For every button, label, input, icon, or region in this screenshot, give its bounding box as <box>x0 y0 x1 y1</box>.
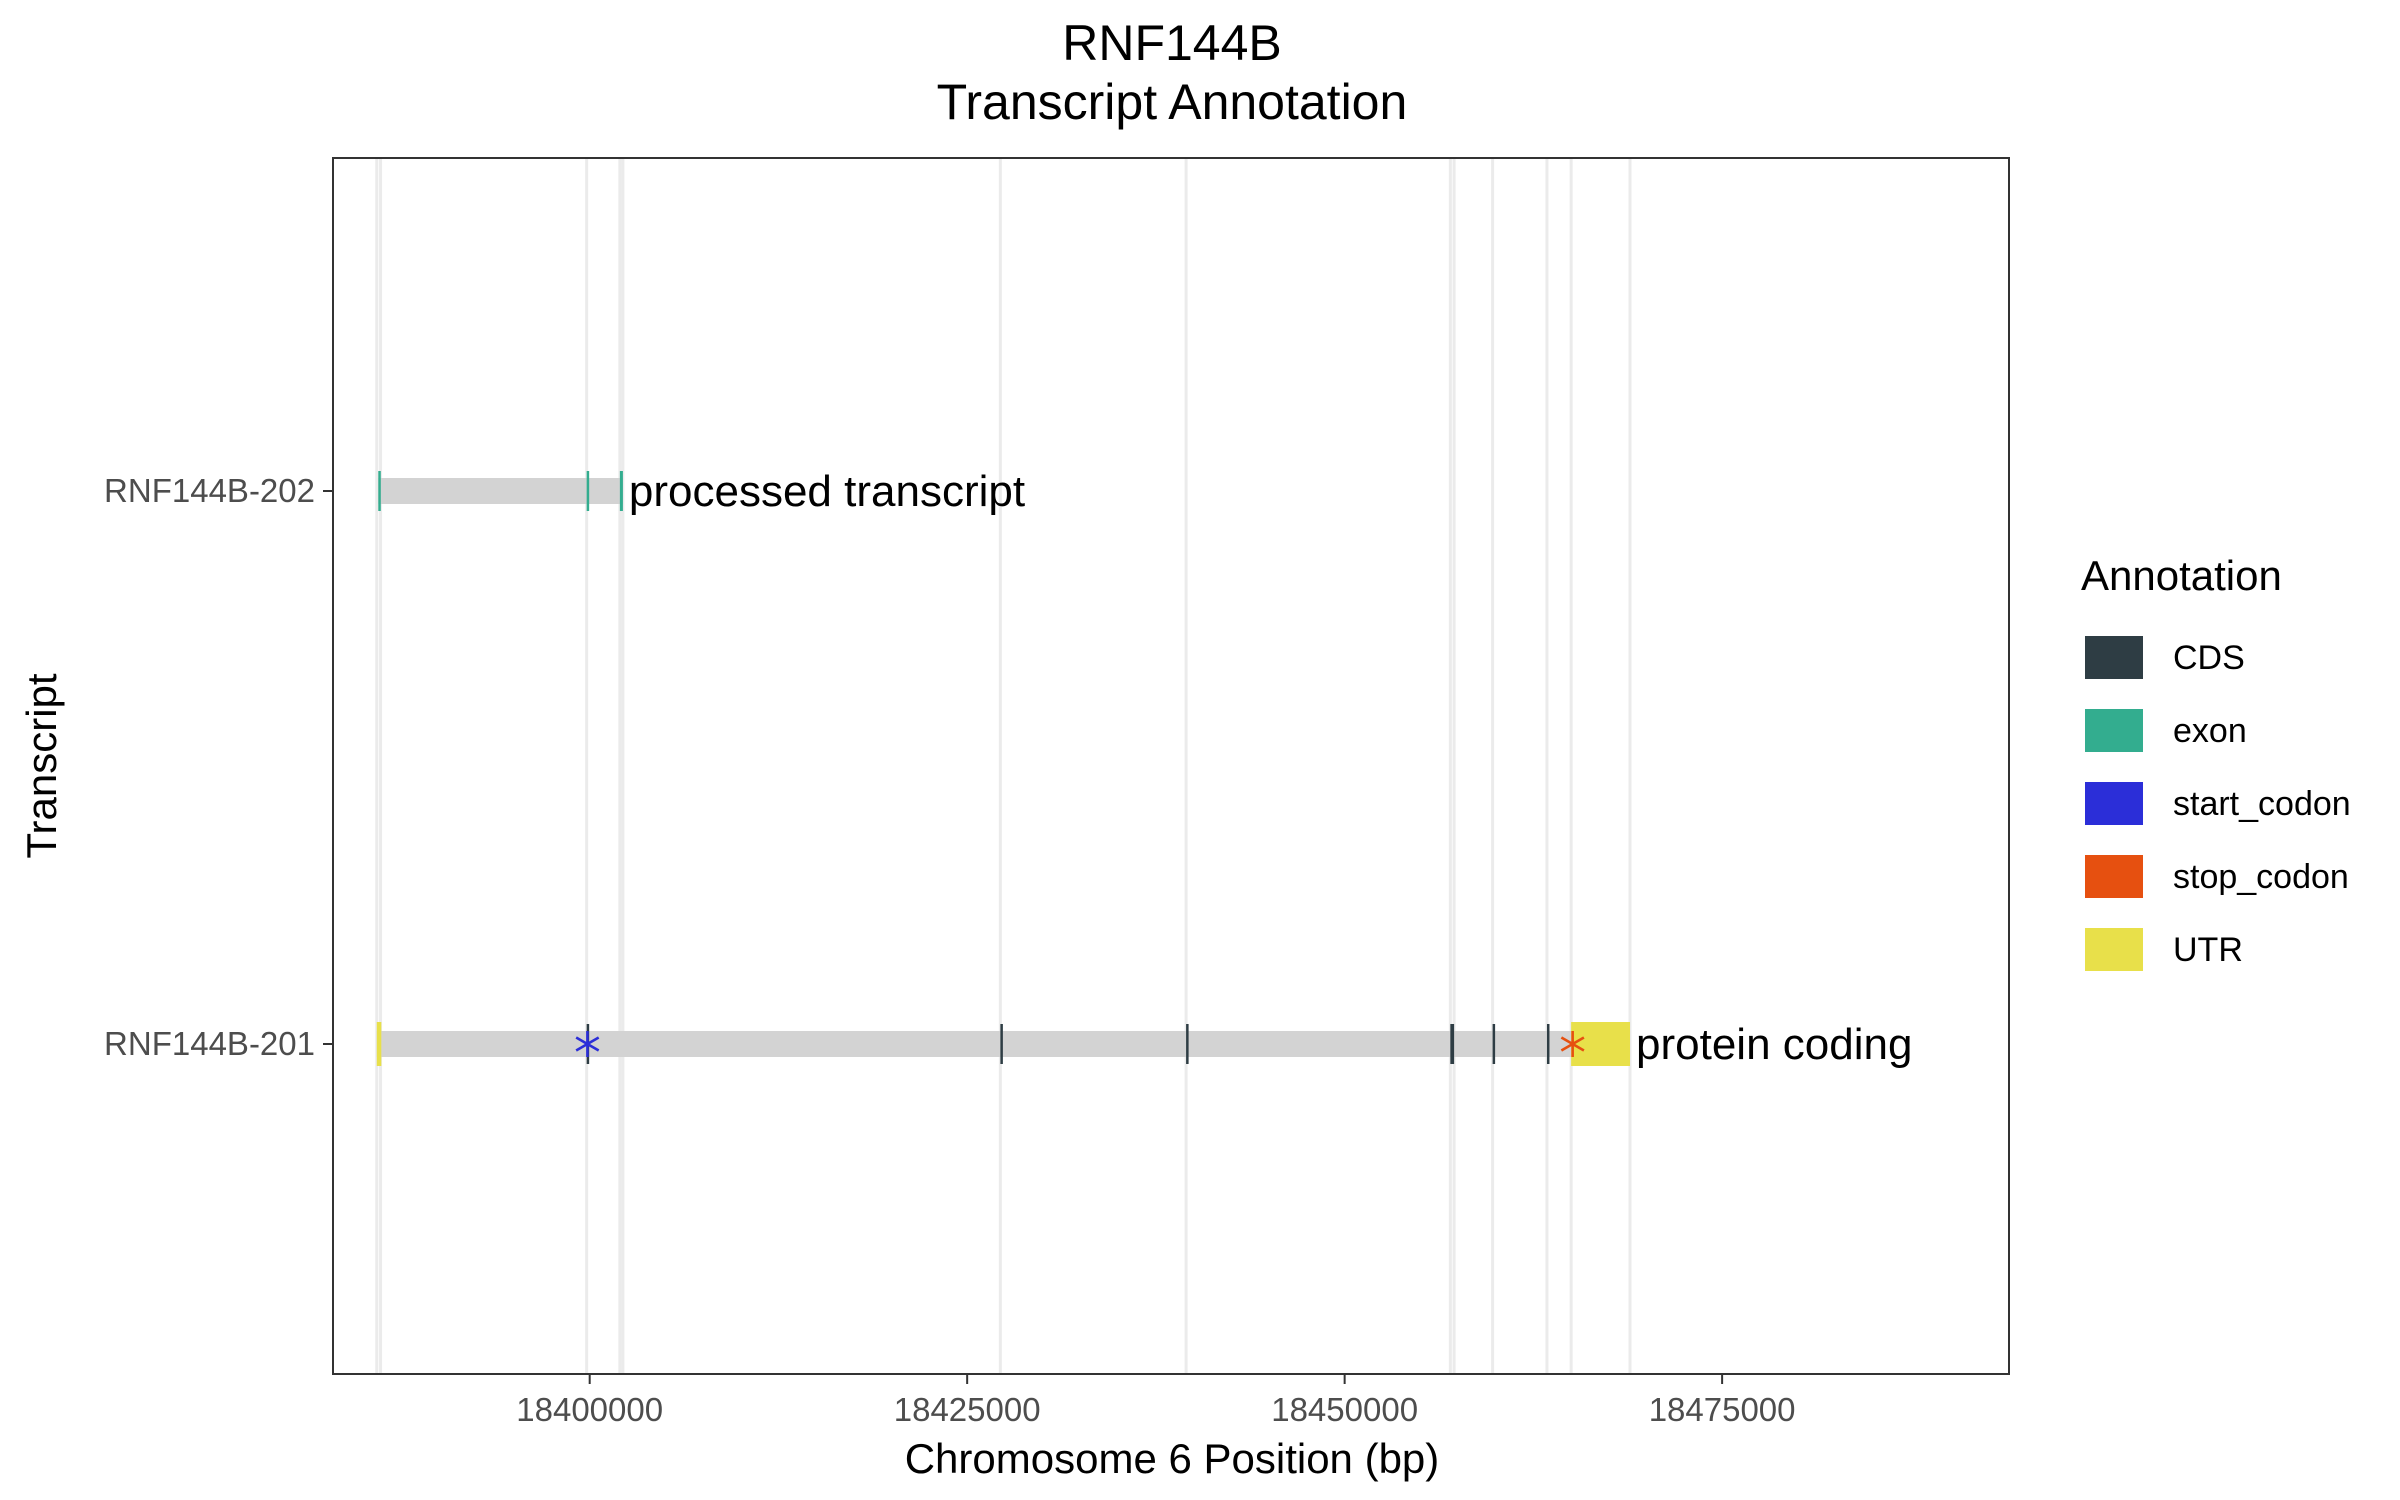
biotype-label: processed transcript <box>629 467 1025 516</box>
y-axis-title: Transcript <box>18 673 65 858</box>
intron-bar <box>378 478 623 504</box>
legend-label: UTR <box>2173 931 2243 969</box>
transcript-track: processed transcript <box>378 467 1025 516</box>
gridlines <box>375 158 1632 1374</box>
start-codon-marker <box>575 1031 600 1057</box>
legend-title: Annotation <box>2081 552 2282 599</box>
panel-border <box>332 157 2010 1375</box>
cds-block <box>1546 1024 1550 1064</box>
intron-bar <box>376 1031 1631 1057</box>
utr-block <box>1571 1022 1631 1066</box>
exon-block <box>586 471 590 511</box>
legend-label: stop_codon <box>2173 858 2349 896</box>
y-tick-label: RNF144B-202 <box>104 472 315 509</box>
legend-swatch <box>2085 855 2143 898</box>
legend-item: start_codon <box>2085 782 2351 825</box>
x-axis-title: Chromosome 6 Position (bp) <box>905 1435 1440 1482</box>
legend: Annotation CDS exon start_codon stop_codon U… <box>2081 552 2351 971</box>
chart-title: RNF144B <box>1062 15 1282 71</box>
x-tick-label: 18425000 <box>894 1391 1041 1428</box>
transcript-tracks: processed transcript protein coding <box>376 467 1912 1069</box>
chart-subtitle: Transcript Annotation <box>937 74 1408 130</box>
utr-block <box>376 1022 382 1066</box>
x-tick-label: 18450000 <box>1271 1391 1418 1428</box>
legend-item: UTR <box>2085 928 2243 971</box>
legend-label: exon <box>2173 712 2247 750</box>
stop-codon-marker <box>1560 1031 1585 1057</box>
x-tick-label: 18400000 <box>516 1391 663 1428</box>
cds-block <box>1000 1024 1003 1064</box>
y-tick-label: RNF144B-201 <box>104 1025 315 1062</box>
legend-label: CDS <box>2173 639 2245 677</box>
biotype-label: protein coding <box>1636 1020 1912 1069</box>
exon-block <box>378 471 381 511</box>
legend-swatch <box>2085 928 2143 971</box>
legend-label: start_codon <box>2173 785 2351 823</box>
legend-swatch <box>2085 709 2143 752</box>
legend-item: stop_codon <box>2085 855 2349 898</box>
y-axis: RNF144B-202 RNF144B-201 <box>104 472 333 1062</box>
x-tick-label: 18475000 <box>1649 1391 1796 1428</box>
x-axis: 18400000 18425000 18450000 18475000 <box>516 1374 1796 1428</box>
cds-block <box>1492 1024 1496 1064</box>
legend-item: exon <box>2085 709 2247 752</box>
cds-block <box>1450 1024 1455 1064</box>
cds-block <box>1186 1024 1189 1064</box>
exon-block <box>619 471 623 511</box>
legend-swatch <box>2085 782 2143 825</box>
legend-swatch <box>2085 636 2143 679</box>
legend-item: CDS <box>2085 636 2245 679</box>
transcript-track: protein coding <box>376 1020 1912 1069</box>
